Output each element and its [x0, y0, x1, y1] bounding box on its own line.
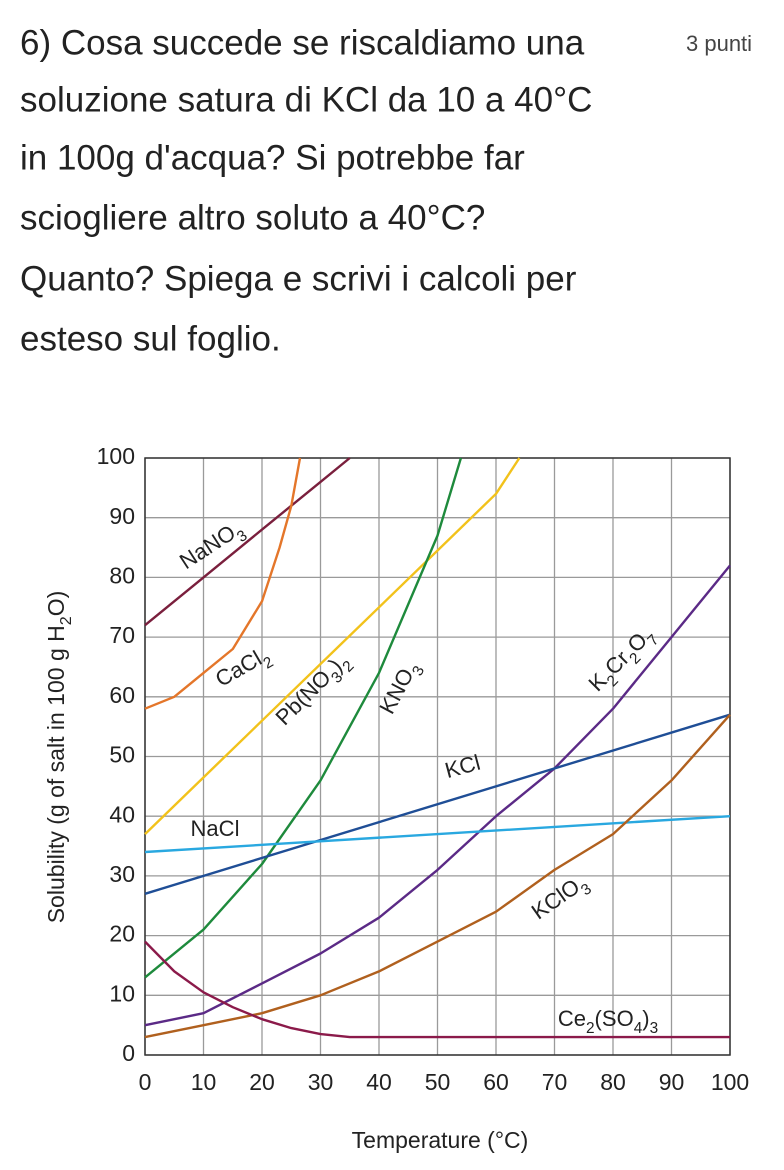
- question-line: soluzione satura di KCl da 10 a 40°C: [20, 80, 592, 119]
- series-line: [144, 457, 521, 835]
- series-label: NaCl: [191, 816, 240, 841]
- x-tick-label: 80: [600, 1069, 626, 1095]
- y-axis-label: Solubility (g of salt in 100 g H2O): [43, 591, 75, 924]
- x-tick-label: 20: [249, 1069, 275, 1095]
- series-line: [144, 713, 731, 1039]
- series-label: K2Cr2O7: [583, 621, 662, 700]
- x-tick-label: 0: [139, 1069, 152, 1095]
- x-tick-label: 50: [425, 1069, 451, 1095]
- x-tick-label: 30: [308, 1069, 334, 1095]
- series-label: KCl: [442, 750, 483, 783]
- y-tick-label: 50: [109, 742, 135, 768]
- x-tick-label: 60: [483, 1069, 509, 1095]
- y-tick-label: 70: [109, 622, 135, 648]
- y-tick-label: 30: [109, 861, 135, 887]
- x-tick-label: 70: [542, 1069, 568, 1095]
- x-tick-label: 100: [711, 1069, 749, 1095]
- series-line: [144, 457, 351, 627]
- series-line: [144, 457, 302, 710]
- question-line: esteso sul foglio.: [20, 319, 281, 358]
- y-tick-label: 80: [109, 562, 135, 588]
- y-tick-label: 20: [109, 921, 135, 947]
- series-line: [144, 815, 731, 854]
- x-tick-label: 90: [659, 1069, 685, 1095]
- x-axis-label: Temperature (°C): [352, 1127, 529, 1153]
- question-line: Quanto? Spiega e scrivi i calcoli per: [20, 259, 577, 298]
- y-tick-label: 40: [109, 801, 135, 827]
- points: 3 punti: [686, 31, 752, 56]
- y-tick-label: 90: [109, 503, 135, 529]
- x-tick-label: 10: [191, 1069, 217, 1095]
- series-line: [144, 713, 731, 895]
- y-tick-label: 10: [109, 980, 135, 1006]
- series-label: Ce2(SO4)3: [558, 1006, 658, 1037]
- series-line: [144, 940, 730, 1039]
- series-line: [144, 457, 463, 979]
- plot-frame: [144, 457, 731, 1056]
- y-tick-label: 100: [97, 443, 135, 469]
- series-label: CaCl2: [211, 641, 276, 696]
- series-label: Pb(NO3)2: [271, 648, 358, 735]
- question-line: in 100g d'acqua? Si potrebbe far: [20, 138, 525, 177]
- question-line: sciogliere altro soluto a 40°C?: [20, 198, 485, 237]
- y-tick-label: 0: [122, 1040, 135, 1066]
- series-label: KClO3: [527, 869, 595, 929]
- x-tick-label: 40: [366, 1069, 392, 1095]
- series-line: [144, 564, 731, 1027]
- y-tick-label: 60: [109, 682, 135, 708]
- question-line: 6) Cosa succede se riscaldiamo una: [20, 23, 585, 62]
